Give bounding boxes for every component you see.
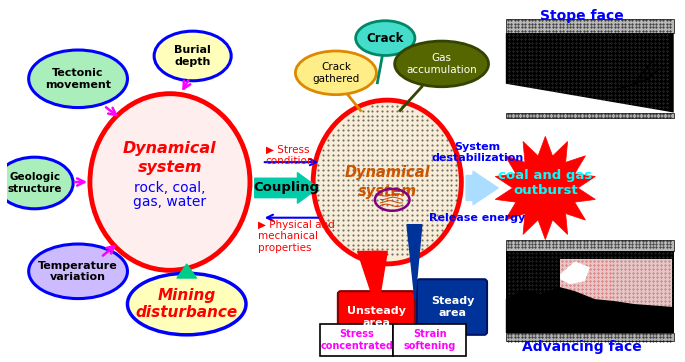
Text: Coupling: Coupling — [253, 181, 319, 194]
FancyBboxPatch shape — [506, 19, 674, 33]
Polygon shape — [560, 261, 590, 284]
FancyArrowPatch shape — [466, 171, 498, 205]
Text: Gas
accumulation: Gas accumulation — [406, 53, 477, 75]
FancyBboxPatch shape — [506, 240, 674, 252]
Text: Tectonic
movement: Tectonic movement — [45, 68, 111, 89]
Ellipse shape — [395, 41, 488, 87]
Text: Temperature
variation: Temperature variation — [38, 261, 118, 282]
Ellipse shape — [127, 273, 246, 335]
Polygon shape — [506, 287, 674, 333]
FancyBboxPatch shape — [320, 324, 393, 355]
Text: Geologic
structure: Geologic structure — [8, 172, 62, 194]
FancyBboxPatch shape — [393, 324, 466, 355]
FancyBboxPatch shape — [506, 333, 674, 341]
FancyArrowPatch shape — [177, 264, 197, 278]
Ellipse shape — [29, 50, 127, 108]
Ellipse shape — [90, 94, 250, 270]
FancyBboxPatch shape — [506, 252, 674, 333]
Text: Dynamical
system: Dynamical system — [345, 165, 430, 199]
Ellipse shape — [356, 21, 415, 55]
Text: Release energy: Release energy — [429, 213, 525, 223]
Text: Strain
softening: Strain softening — [403, 329, 456, 350]
Text: Dynamical
system: Dynamical system — [123, 142, 216, 175]
Ellipse shape — [154, 31, 231, 81]
Polygon shape — [506, 33, 674, 113]
Text: Unsteady
area: Unsteady area — [347, 306, 406, 328]
Polygon shape — [373, 252, 380, 311]
FancyBboxPatch shape — [338, 291, 415, 342]
Text: Burial
depth: Burial depth — [174, 45, 211, 67]
Text: ▶ Physical and
mechanical
properties: ▶ Physical and mechanical properties — [258, 220, 334, 253]
FancyBboxPatch shape — [417, 279, 487, 335]
Text: Mining
disturbance: Mining disturbance — [136, 288, 238, 320]
Text: Stope face: Stope face — [540, 9, 624, 23]
Ellipse shape — [29, 244, 127, 299]
Text: System
destabilization: System destabilization — [431, 142, 523, 163]
Text: gas, water: gas, water — [134, 195, 206, 209]
Ellipse shape — [313, 100, 461, 264]
Text: Crack
gathered: Crack gathered — [312, 62, 360, 84]
Ellipse shape — [295, 51, 376, 95]
Text: rock, coal,: rock, coal, — [134, 181, 206, 195]
Text: Crack: Crack — [366, 31, 404, 45]
Ellipse shape — [0, 157, 73, 209]
Polygon shape — [495, 136, 595, 240]
FancyArrowPatch shape — [255, 173, 319, 203]
FancyBboxPatch shape — [560, 260, 672, 321]
Text: coal and gas
outburst: coal and gas outburst — [498, 169, 593, 197]
Polygon shape — [358, 252, 387, 311]
FancyBboxPatch shape — [506, 113, 674, 118]
Polygon shape — [407, 225, 422, 299]
Text: ▶ Stress
condition: ▶ Stress condition — [266, 144, 314, 166]
Text: Stress
concentrated: Stress concentrated — [320, 329, 393, 350]
Text: Steady
area: Steady area — [431, 296, 474, 318]
Text: Advancing face: Advancing face — [522, 340, 642, 354]
